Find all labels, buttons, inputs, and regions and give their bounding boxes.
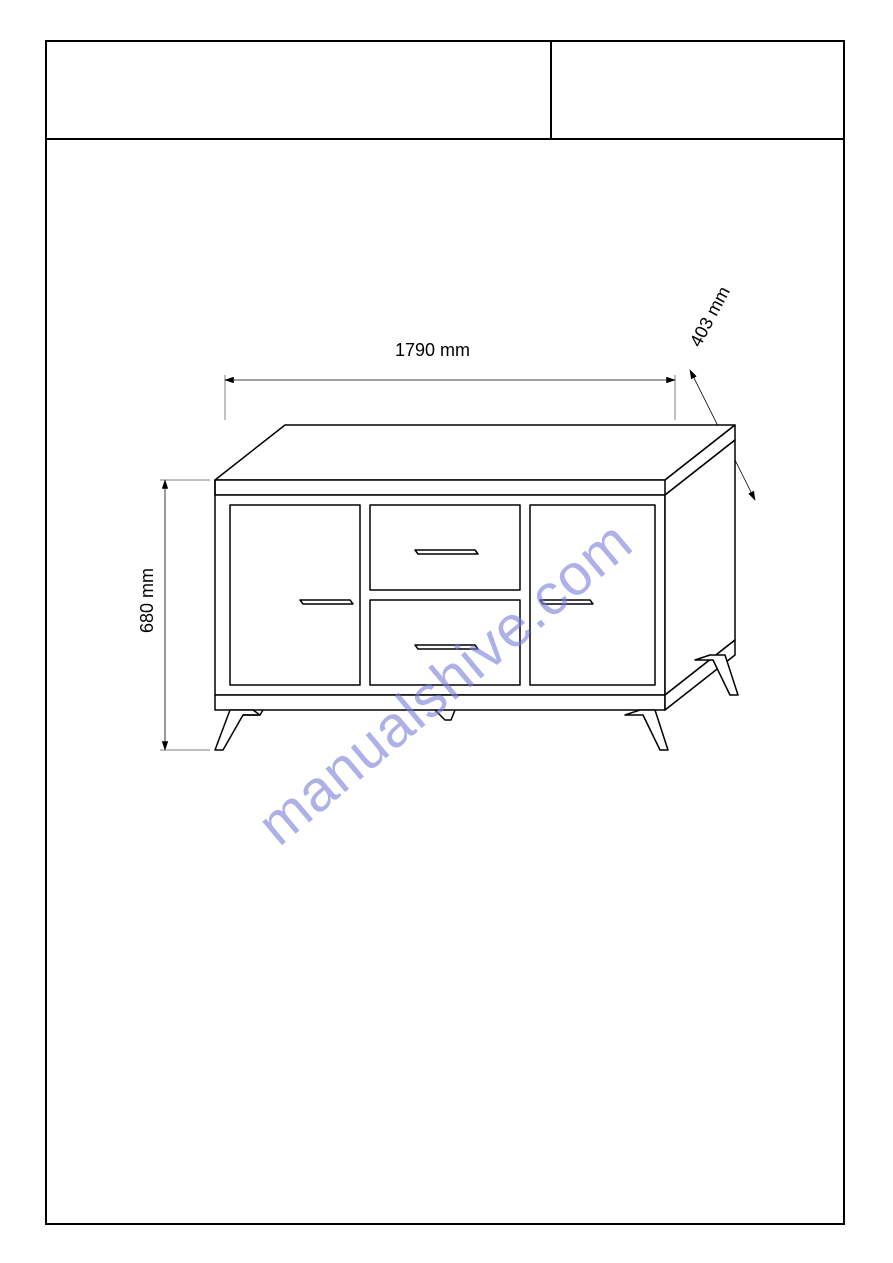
- header-divider: [550, 40, 552, 140]
- header-row: [45, 40, 845, 140]
- dim-depth-label: 403 mm: [686, 283, 735, 350]
- cabinet-drawing: [135, 350, 775, 780]
- drawing-area: 1790 mm 403 mm 680 mm: [45, 140, 845, 1225]
